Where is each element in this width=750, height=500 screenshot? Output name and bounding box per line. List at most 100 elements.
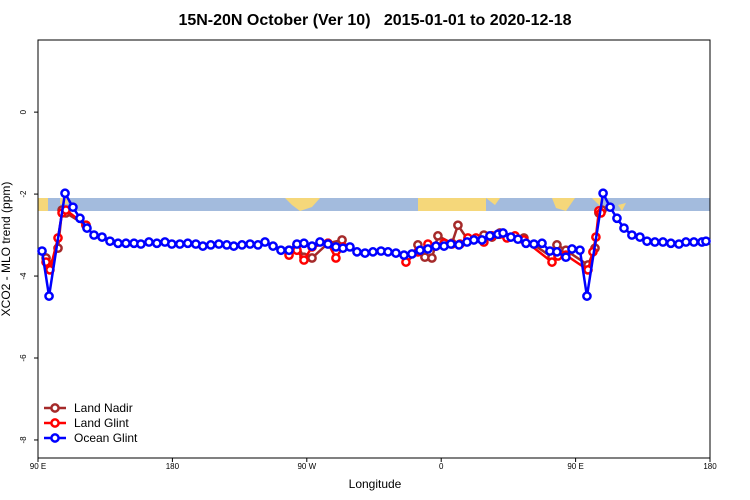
point [469,235,479,245]
point [89,230,99,240]
point [529,239,539,249]
point [681,237,691,247]
point [299,255,309,265]
land-patch [486,198,500,205]
point [454,240,464,250]
y-tick-label: -6 [19,354,28,362]
point [205,240,216,250]
point [345,242,355,252]
point [391,248,401,258]
point [689,237,699,247]
ocean-strip [38,198,710,211]
point [60,188,70,199]
point [307,241,317,251]
point [237,240,247,250]
y-tick-label: -4 [19,272,28,280]
point [82,223,92,233]
point [521,238,531,249]
point [598,188,608,199]
point [315,237,325,247]
point [105,236,115,247]
y-tick-label: -2 [19,190,28,198]
point [368,247,378,257]
point [144,237,154,247]
point [68,202,78,213]
x-tick-label: 0 [439,462,444,471]
y-tick-label: 0 [19,109,28,114]
legend-label: Land Glint [74,416,129,430]
x-tick-label: 180 [166,462,180,471]
point [260,237,270,247]
point [423,244,433,254]
point [44,291,54,301]
legend-marker [50,403,60,413]
point [612,213,622,224]
land-patch [552,198,575,211]
point [415,245,425,256]
chart-title: 15N-20N October (Ver 10) 2015-01-01 to 2… [178,12,571,29]
point [268,241,278,251]
x-tick-label: 90 W [297,462,316,471]
point [331,253,341,263]
land-patch [285,198,320,211]
point [182,238,193,249]
point [650,237,660,247]
point [121,238,131,249]
point [399,250,409,260]
point [427,253,437,263]
land-patch [418,198,486,211]
point [567,244,577,254]
point [360,248,370,258]
x-axis-label: Longitude [349,477,402,491]
point [513,234,523,245]
point [575,245,585,256]
point [75,213,85,224]
x-tick-label: 180 [703,462,717,471]
point [245,239,255,249]
point [477,235,487,245]
point [701,236,711,247]
x-tick-label: 90 E [30,462,46,471]
point [619,223,629,233]
point [666,238,676,249]
point [552,247,562,257]
point [561,252,571,263]
point [213,239,224,249]
point [642,236,652,247]
point [37,246,47,256]
point [97,232,107,242]
point [627,230,637,240]
point [537,238,547,249]
legend-marker [50,418,60,428]
point [407,249,417,259]
point [431,241,441,251]
point [635,232,645,242]
point [383,247,393,257]
point [166,239,177,249]
point [175,239,185,249]
point [307,253,317,263]
point [276,245,286,256]
y-axis-label: XCO2 - MLO trend (ppm) [0,182,13,317]
point [582,291,592,301]
point [658,237,668,247]
point [284,245,294,256]
x-tick-label: 90 E [567,462,583,471]
point [485,231,495,241]
point [605,202,615,213]
land-patch [618,203,626,211]
legend-marker [50,433,60,443]
y-tick-label: -8 [19,436,28,444]
point [498,228,508,238]
legend-label: Land Nadir [74,401,133,415]
point [433,231,443,241]
land-patch [38,198,48,211]
point [352,247,362,257]
point [152,238,162,249]
point [198,241,208,251]
legend-label: Ocean Glint [74,431,138,445]
point [453,220,463,231]
point [547,257,557,267]
point [323,239,333,249]
